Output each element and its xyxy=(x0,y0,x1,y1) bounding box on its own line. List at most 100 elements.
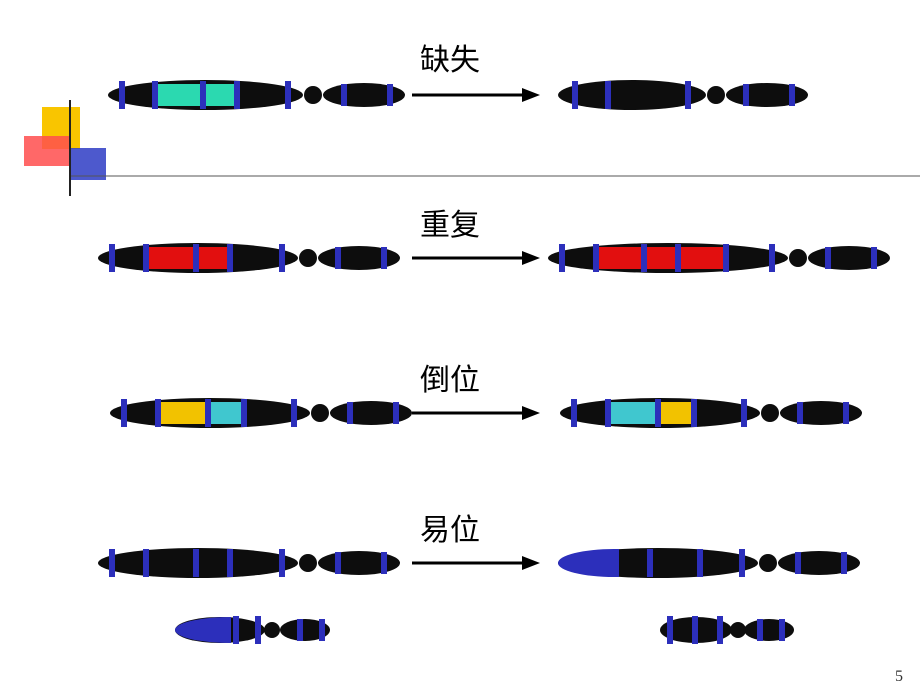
band xyxy=(381,247,387,269)
chromosome-arm xyxy=(808,246,890,270)
band xyxy=(691,399,697,427)
centromere xyxy=(299,554,317,572)
band xyxy=(685,81,691,109)
centromere xyxy=(789,249,807,267)
label-inversion: 倒位 xyxy=(420,355,480,399)
band xyxy=(152,81,158,109)
segment-tip xyxy=(558,549,614,577)
arrow-head xyxy=(522,406,540,420)
chromosome-arm xyxy=(744,619,794,641)
decor-blue xyxy=(70,148,106,180)
chromosome-arm xyxy=(318,551,400,575)
band xyxy=(335,552,341,574)
band xyxy=(297,619,303,641)
band xyxy=(572,81,578,109)
diagram-canvas xyxy=(0,0,920,690)
band xyxy=(841,552,847,574)
arrow-head xyxy=(522,251,540,265)
band xyxy=(559,244,565,272)
band xyxy=(743,84,749,106)
band xyxy=(155,399,161,427)
segment xyxy=(149,247,229,269)
segment xyxy=(161,402,205,424)
band xyxy=(291,399,297,427)
chromosome-arm xyxy=(318,246,400,270)
band xyxy=(319,619,325,641)
band xyxy=(335,247,341,269)
band xyxy=(193,244,199,272)
decor-red xyxy=(24,136,70,166)
chromosome-arm xyxy=(330,401,412,425)
band xyxy=(789,84,795,106)
band xyxy=(341,84,347,106)
band xyxy=(279,549,285,577)
band xyxy=(227,244,233,272)
chromosome-arm xyxy=(558,80,706,110)
centromere xyxy=(264,622,280,638)
band xyxy=(143,549,149,577)
centromere xyxy=(311,404,329,422)
band xyxy=(381,552,387,574)
segment xyxy=(158,84,238,106)
band xyxy=(757,619,763,641)
band xyxy=(227,549,233,577)
band xyxy=(697,549,703,577)
centromere xyxy=(299,249,317,267)
band xyxy=(667,616,673,644)
band xyxy=(571,399,577,427)
segment xyxy=(611,402,655,424)
label-deletion: 缺失 xyxy=(420,35,480,79)
band xyxy=(393,402,399,424)
centromere xyxy=(730,622,746,638)
centromere xyxy=(707,86,725,104)
band xyxy=(675,244,681,272)
band xyxy=(741,399,747,427)
centromere xyxy=(304,86,322,104)
segment xyxy=(599,247,727,269)
band xyxy=(200,81,206,109)
arrow-head xyxy=(522,88,540,102)
label-duplication: 重复 xyxy=(420,200,480,244)
band xyxy=(234,81,240,109)
band xyxy=(655,399,661,427)
band xyxy=(121,399,127,427)
band xyxy=(641,244,647,272)
band xyxy=(717,616,723,644)
band xyxy=(233,616,239,644)
band xyxy=(795,552,801,574)
centromere xyxy=(761,404,779,422)
chromosome-arm xyxy=(778,551,860,575)
chromosome-arm xyxy=(780,401,862,425)
band xyxy=(605,399,611,427)
band xyxy=(605,81,611,109)
segment-tip xyxy=(175,617,231,643)
band xyxy=(871,247,877,269)
band xyxy=(739,549,745,577)
band xyxy=(109,244,115,272)
band xyxy=(279,244,285,272)
arrow-head xyxy=(522,556,540,570)
band xyxy=(143,244,149,272)
band xyxy=(593,244,599,272)
band xyxy=(193,549,199,577)
band xyxy=(241,399,247,427)
band xyxy=(797,402,803,424)
label-translocation: 易位 xyxy=(420,505,480,549)
band xyxy=(387,84,393,106)
band xyxy=(647,549,653,577)
band xyxy=(347,402,353,424)
band xyxy=(692,616,698,644)
band xyxy=(205,399,211,427)
band xyxy=(109,549,115,577)
centromere xyxy=(759,554,777,572)
band xyxy=(119,81,125,109)
page-number: 5 xyxy=(895,668,903,686)
band xyxy=(779,619,785,641)
chromosome-arm xyxy=(726,83,808,107)
band xyxy=(843,402,849,424)
band xyxy=(285,81,291,109)
band xyxy=(769,244,775,272)
band xyxy=(723,244,729,272)
band xyxy=(255,616,261,644)
band xyxy=(825,247,831,269)
